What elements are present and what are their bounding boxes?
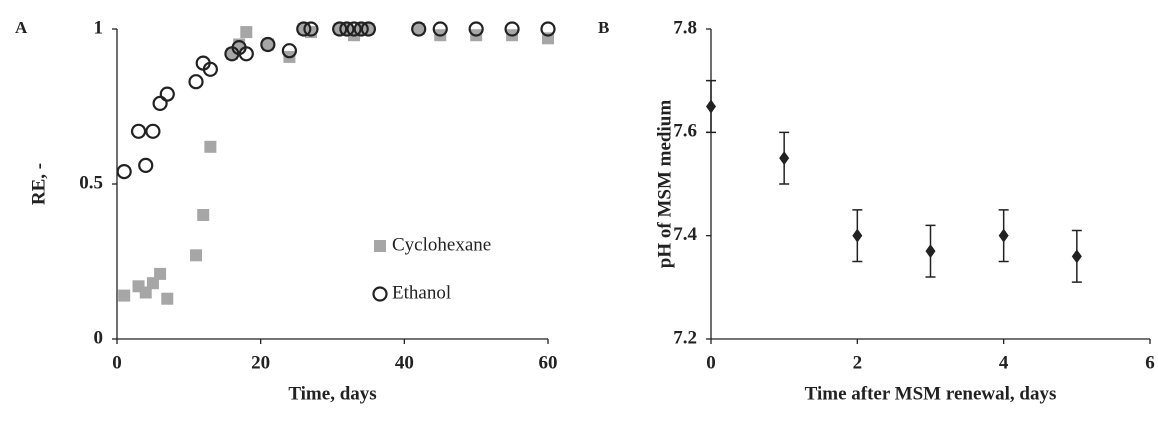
x-tick-label: 20 <box>251 352 270 373</box>
data-point <box>468 21 484 37</box>
data-point <box>540 21 556 37</box>
data-point <box>852 228 863 243</box>
y-tick-label: 0.5 <box>79 172 103 193</box>
data-point <box>504 21 520 37</box>
x-axis-title: Time, days <box>288 383 376 404</box>
y-tick-label: 1 <box>94 17 104 38</box>
data-point <box>1071 249 1082 264</box>
data-point <box>360 21 377 37</box>
data-point <box>432 21 448 37</box>
data-point <box>202 61 218 77</box>
data-point <box>190 249 203 262</box>
data-point <box>998 228 1009 243</box>
legend-label: Cyclohexane <box>392 234 491 255</box>
legend-marker <box>374 240 386 252</box>
y-tick-label: 0 <box>94 327 104 348</box>
data-point <box>118 289 131 302</box>
data-point <box>238 46 254 62</box>
data-point <box>411 21 427 37</box>
data-point <box>346 21 362 37</box>
data-point <box>154 267 167 280</box>
legend-marker <box>372 286 388 302</box>
y-tick-label: 7.2 <box>673 327 697 348</box>
y-axis-title: pH of MSM medium <box>654 100 675 269</box>
data-point <box>145 123 161 139</box>
data-point <box>152 95 168 112</box>
x-axis-title: Time after MSM renewal, days <box>805 383 1057 404</box>
data-point <box>139 286 152 299</box>
data-point <box>412 23 425 35</box>
data-point <box>159 86 175 102</box>
x-tick-label: 60 <box>539 352 558 373</box>
x-tick-label: 2 <box>853 352 863 373</box>
x-tick-label: 0 <box>112 352 122 373</box>
y-tick-label: 7.4 <box>673 224 697 245</box>
x-tick-label: 4 <box>999 352 1009 373</box>
x-tick-label: 0 <box>706 352 716 373</box>
data-point <box>261 38 274 51</box>
data-point <box>260 36 276 53</box>
data-point <box>353 21 369 37</box>
data-point <box>161 292 174 305</box>
data-point <box>130 123 147 139</box>
x-tick-label: 6 <box>1145 352 1155 373</box>
data-point <box>339 21 355 37</box>
data-point <box>925 244 936 259</box>
x-tick-label: 40 <box>395 352 414 373</box>
y-tick-label: 7.6 <box>673 121 697 142</box>
data-point <box>304 26 317 39</box>
data-point <box>296 21 312 37</box>
data-point <box>303 21 319 37</box>
data-point <box>240 26 253 39</box>
data-point <box>116 164 132 180</box>
legend-label: Ethanol <box>392 282 451 303</box>
data-point <box>225 47 238 60</box>
data-point <box>146 277 159 290</box>
data-point <box>706 99 716 114</box>
y-tick-label: 7.8 <box>673 17 697 38</box>
data-point <box>204 140 217 153</box>
data-point <box>138 157 154 173</box>
data-point <box>197 209 210 221</box>
data-point <box>188 74 204 90</box>
y-axis-title: RE, - <box>28 163 49 205</box>
panel-label: A <box>15 18 28 37</box>
data-point <box>779 151 790 166</box>
data-point <box>281 43 297 59</box>
panel-label: B <box>598 18 609 37</box>
data-point <box>332 21 348 37</box>
